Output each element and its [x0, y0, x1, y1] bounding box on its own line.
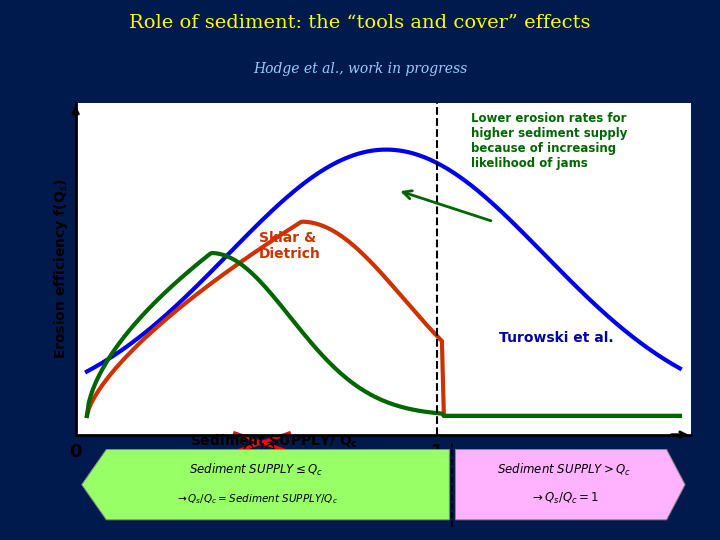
- Text: $\it{Sediment\ SUPPLY} \leq Q_c$: $\it{Sediment\ SUPPLY} \leq Q_c$: [189, 462, 323, 478]
- Polygon shape: [456, 449, 685, 520]
- Text: $\bf{Sediment\ SUPPLY/\ }Q_c$: $\bf{Sediment\ SUPPLY/\ }Q_c$: [189, 433, 358, 450]
- Text: 1: 1: [431, 443, 444, 461]
- Text: $\rightarrow Q_s/Q_c = 1$: $\rightarrow Q_s/Q_c = 1$: [529, 491, 599, 507]
- Text: Role of sediment: the “tools and cover” effects: Role of sediment: the “tools and cover” …: [130, 14, 590, 31]
- Text: $\it{Sediment\ SUPPLY} > Q_c$: $\it{Sediment\ SUPPLY} > Q_c$: [497, 462, 631, 478]
- Text: Sklar &
Dietrich: Sklar & Dietrich: [259, 231, 321, 261]
- Text: Lower erosion rates for
higher sediment supply
because of increasing
likelihood : Lower erosion rates for higher sediment …: [471, 112, 627, 170]
- Text: 0: 0: [69, 443, 82, 461]
- Text: Turowski et al.: Turowski et al.: [499, 332, 614, 345]
- Text: $Q_s/Q_c$: $Q_s/Q_c$: [243, 443, 282, 459]
- Text: $\rightarrow Q_s/Q_c = Sediment\ SUPPLY / Q_c$: $\rightarrow Q_s/Q_c = Sediment\ SUPPLY …: [175, 492, 338, 506]
- Polygon shape: [82, 449, 449, 520]
- Text: Hodge et al., work in progress: Hodge et al., work in progress: [253, 62, 467, 76]
- Y-axis label: Erosion efficiency f(Q$_s$): Erosion efficiency f(Q$_s$): [52, 178, 70, 359]
